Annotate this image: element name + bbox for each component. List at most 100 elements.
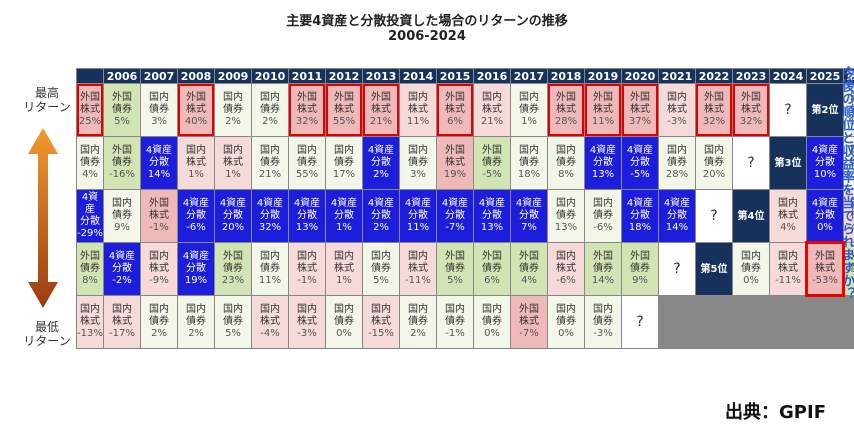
rank-cell: 外国 債券 5% bbox=[104, 84, 140, 136]
rank-cell: 国内 債券 -6% bbox=[585, 190, 621, 242]
asset-name-line2: 債券 bbox=[850, 104, 854, 116]
asset-name-line1: 国内 bbox=[850, 145, 854, 157]
corner-cell bbox=[77, 69, 103, 83]
asset-name-line2: 株式 bbox=[297, 263, 317, 274]
rank-cell: 外国 債券 14% bbox=[585, 243, 621, 295]
return-value: 2% bbox=[410, 328, 426, 339]
rank-cell: 国内 株式 -3% bbox=[289, 296, 325, 348]
asset-name-line2: 分散 bbox=[334, 210, 354, 221]
asset-name-line1: 国内 bbox=[297, 304, 317, 315]
asset-name-line2: 分散 bbox=[260, 210, 280, 221]
asset-name-line2: 債券 bbox=[149, 104, 169, 115]
rank-cell: 4資産 分散 7% bbox=[511, 190, 547, 242]
rank-cell: 国内 債券 18% bbox=[511, 137, 547, 189]
asset-name-line1: 4資産 bbox=[182, 198, 210, 209]
asset-name-line2: 株式 bbox=[186, 157, 206, 168]
asset-name-line2: 分散 bbox=[630, 157, 650, 168]
return-value: 2% bbox=[373, 169, 389, 180]
asset-name-line2: 債券 bbox=[223, 316, 243, 327]
rank-cell: 外国 株式 32% bbox=[733, 84, 769, 136]
asset-name-line1: 外国 bbox=[556, 92, 576, 103]
year-header: 2019 bbox=[585, 69, 621, 83]
year-header: 2018 bbox=[548, 69, 584, 83]
asset-name-line1: 外国 bbox=[593, 92, 613, 103]
rank-cell: 外国 株式 37% bbox=[622, 84, 658, 136]
asset-name-line2: 株式 bbox=[445, 157, 465, 168]
asset-name-line1: 4資産 bbox=[626, 198, 654, 209]
rank-cell: 国内 株式 -6% bbox=[548, 243, 584, 295]
rank-cell: 外国 債券 23% bbox=[215, 243, 251, 295]
asset-name-line1: 4資産 bbox=[108, 251, 136, 262]
rank-header-char: 3 bbox=[784, 157, 792, 169]
return-value: -41% bbox=[847, 222, 854, 233]
asset-name-line1: 4資産 bbox=[663, 198, 691, 209]
rank-cell: 国内 株式 -13% bbox=[77, 296, 103, 348]
asset-name-line1: 4資産 bbox=[182, 251, 210, 262]
asset-name-line2: 株式 bbox=[334, 104, 354, 115]
rank-header-char: 第 bbox=[811, 104, 822, 116]
asset-name-line2: 債券 bbox=[371, 263, 391, 274]
rank-cell: 国内 債券 0% bbox=[326, 296, 362, 348]
asset-name-line2: 債券 bbox=[112, 210, 132, 221]
asset-name-line1: 国内 bbox=[371, 251, 391, 262]
return-value: 21% bbox=[369, 116, 393, 127]
rank-cell: 4資産 分散 0% bbox=[807, 190, 843, 242]
year-header: 2016 bbox=[474, 69, 510, 83]
year-header: 2013 bbox=[363, 69, 399, 83]
return-value: -7% bbox=[445, 222, 465, 233]
asset-name-line1: 4資産 bbox=[367, 145, 395, 156]
asset-name-line1: 国内 bbox=[260, 304, 280, 315]
return-value: 3% bbox=[151, 116, 167, 127]
rank-cell: 国内 株式 1% bbox=[178, 137, 214, 189]
asset-name-line2: 債券 bbox=[445, 316, 465, 327]
asset-name-line2: 分散 bbox=[815, 210, 835, 221]
rank-header-char: 2 bbox=[821, 104, 829, 116]
rank-cell: 国内 債券 4% bbox=[77, 137, 103, 189]
rank-cell: 外国 株式 25% bbox=[77, 84, 103, 136]
asset-name-line1: 国内 bbox=[186, 145, 206, 156]
asset-name-line1: 国内 bbox=[186, 304, 206, 315]
return-value: 5% bbox=[114, 116, 130, 127]
return-value: 18% bbox=[628, 222, 652, 233]
return-value: 5% bbox=[447, 275, 463, 286]
rank-cell: 4資産 分散 20% bbox=[215, 190, 251, 242]
asset-name-line1: 国内 bbox=[408, 92, 428, 103]
asset-name-line1: 国内 bbox=[334, 145, 354, 156]
asset-name-line2: 債券 bbox=[741, 263, 761, 274]
rank-cell: 国内 株式 4% bbox=[770, 190, 806, 242]
return-value: 21% bbox=[480, 116, 504, 127]
rank-cell: 外国 株式 32% bbox=[696, 84, 732, 136]
asset-name-line1: 国内 bbox=[482, 92, 502, 103]
asset-name-line1: 4資産 bbox=[367, 198, 395, 209]
year-header: 2012 bbox=[326, 69, 362, 83]
return-value: 0% bbox=[817, 222, 833, 233]
asset-name-line2: 債券 bbox=[593, 210, 613, 221]
asset-name-line2: 債券 bbox=[482, 157, 502, 168]
return-value: -6% bbox=[556, 275, 576, 286]
return-value: 2% bbox=[225, 116, 241, 127]
asset-name-line2: 株式 bbox=[815, 263, 835, 274]
return-value: 4% bbox=[82, 169, 98, 180]
rank-header-char: 第 bbox=[700, 263, 711, 275]
asset-name-line1: 国内 bbox=[778, 251, 798, 262]
asset-name-line2: 分散 bbox=[445, 210, 465, 221]
double-arrow-icon bbox=[28, 128, 58, 308]
asset-name-line1: 国内 bbox=[334, 251, 354, 262]
return-value: 14% bbox=[665, 222, 689, 233]
asset-name-line1: 国内 bbox=[556, 251, 576, 262]
return-value: 32% bbox=[702, 116, 726, 127]
asset-name-line1: 国内 bbox=[667, 145, 687, 156]
asset-name-line1: 国内 bbox=[334, 304, 354, 315]
return-value: 9% bbox=[632, 275, 648, 286]
return-value: 14% bbox=[591, 275, 615, 286]
asset-name-line1: 国内 bbox=[519, 92, 539, 103]
asset-name-line1: 国内 bbox=[260, 145, 280, 156]
rank-cell: 国内 債券 2% bbox=[215, 84, 251, 136]
rank-cell: 4資産 分散 -29% bbox=[77, 190, 103, 242]
asset-name-line1: 4資産 bbox=[626, 145, 654, 156]
asset-name-line1: 外国 bbox=[149, 198, 169, 209]
asset-name-line1: 外国 bbox=[186, 92, 206, 103]
rank-cell: 4資産 分散 2% bbox=[363, 190, 399, 242]
return-value: 11% bbox=[406, 116, 430, 127]
year-header: 2014 bbox=[400, 69, 436, 83]
